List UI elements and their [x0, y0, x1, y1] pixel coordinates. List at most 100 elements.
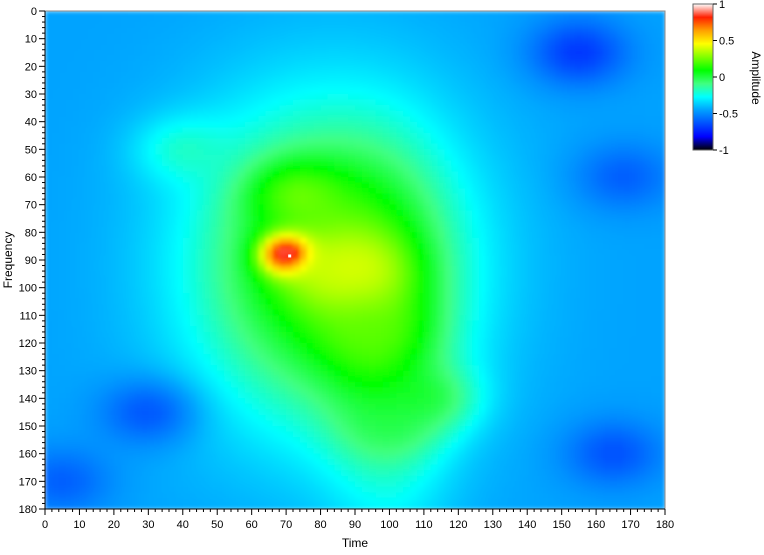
heatmap-cell	[293, 33, 301, 40]
heatmap-cell	[609, 243, 618, 250]
heatmap-cell	[554, 110, 563, 117]
heatmap-cell	[237, 71, 246, 78]
heatmap-cell	[603, 204, 611, 211]
heatmap-cell	[479, 110, 487, 117]
heatmap-cell	[430, 33, 439, 40]
heatmap-cell	[320, 22, 329, 29]
heatmap-cell	[258, 16, 267, 23]
heatmap-cell	[258, 60, 267, 67]
heatmap-cell	[293, 276, 301, 283]
heatmap-cell	[485, 160, 494, 167]
heatmap-cell	[313, 193, 322, 200]
heatmap-cell	[196, 105, 205, 112]
heatmap-cell	[465, 243, 473, 250]
heatmap-cell	[100, 298, 108, 305]
heatmap-cell	[389, 248, 397, 256]
heatmap-cell	[148, 232, 156, 239]
heatmap-cell	[155, 38, 163, 45]
heatmap-cell	[582, 204, 590, 211]
heatmap-cell	[127, 71, 136, 78]
heatmap-cell	[444, 248, 453, 256]
heatmap-cell	[334, 232, 342, 239]
heatmap-cell	[217, 94, 225, 101]
heatmap-cell	[113, 110, 122, 117]
heatmap-cell	[148, 260, 156, 267]
heatmap-cell	[492, 82, 501, 90]
heatmap-cell	[51, 265, 60, 272]
heatmap-cell	[444, 33, 453, 40]
heatmap-cell	[51, 204, 60, 211]
heatmap-cell	[244, 237, 253, 244]
heatmap-cell	[368, 149, 377, 156]
heatmap-cell	[299, 254, 308, 261]
heatmap-cell	[437, 60, 446, 67]
heatmap-cell	[189, 66, 198, 73]
heatmap-cell	[141, 138, 149, 145]
heatmap-cell	[258, 177, 267, 184]
heatmap-cell	[485, 309, 494, 316]
heatmap-cell	[341, 55, 349, 62]
heatmap-cell	[334, 188, 342, 195]
heatmap-cell	[258, 132, 267, 139]
heatmap-cell	[499, 298, 508, 305]
heatmap-cell	[651, 226, 659, 233]
heatmap-cell	[244, 276, 253, 283]
heatmap-cell	[472, 199, 480, 206]
heatmap-cell	[534, 243, 542, 250]
heatmap-cell	[113, 16, 122, 23]
heatmap-cell	[313, 116, 322, 123]
heatmap-cell	[279, 276, 287, 283]
heatmap-cell	[58, 154, 67, 161]
heatmap-cell	[403, 160, 411, 167]
heatmap-cell	[465, 110, 473, 117]
heatmap-cell	[527, 71, 535, 78]
heatmap-cell	[120, 132, 129, 139]
heatmap-cell	[320, 165, 329, 173]
heatmap-cell	[175, 243, 184, 250]
heatmap-cell	[561, 188, 570, 195]
heatmap-cell	[403, 149, 411, 156]
heatmap-cell	[79, 193, 87, 200]
heatmap-cell	[375, 16, 384, 23]
heatmap-cell	[630, 226, 639, 233]
heatmap-cell	[582, 226, 590, 233]
heatmap-cell	[320, 82, 329, 90]
heatmap-cell	[244, 293, 253, 300]
heatmap-cell	[417, 254, 425, 261]
heatmap-cell	[169, 199, 177, 206]
heatmap-cell	[547, 204, 556, 211]
heatmap-cell	[334, 171, 342, 178]
heatmap-cell	[527, 265, 535, 272]
heatmap-cell	[189, 226, 198, 233]
heatmap-cell	[534, 271, 542, 278]
heatmap-cell	[596, 160, 604, 167]
heatmap-cell	[582, 149, 590, 156]
heatmap-cell	[313, 221, 322, 228]
heatmap-cell	[203, 248, 211, 256]
heatmap-cell	[162, 304, 170, 311]
heatmap-cell	[554, 60, 563, 67]
heatmap-cell	[423, 88, 432, 95]
heatmap-cell	[430, 188, 439, 195]
heatmap-cell	[382, 33, 391, 40]
heatmap-cell	[224, 177, 232, 184]
heatmap-cell	[410, 271, 418, 278]
heatmap-cell	[368, 254, 377, 261]
heatmap-cell	[623, 127, 632, 134]
heatmap-cell	[658, 232, 665, 239]
heatmap-cell	[403, 33, 411, 40]
heatmap-cell	[451, 226, 459, 233]
heatmap-cell	[175, 182, 184, 189]
heatmap-cell	[513, 221, 521, 228]
heatmap-cell	[141, 49, 149, 56]
heatmap-cell	[58, 276, 67, 283]
heatmap-cell	[162, 149, 170, 156]
heatmap-cell	[554, 309, 563, 316]
heatmap-cell	[265, 193, 273, 200]
heatmap-cell	[141, 77, 149, 84]
heatmap-cell	[100, 110, 108, 117]
heatmap-cell	[368, 182, 377, 189]
heatmap-cell	[368, 171, 377, 178]
heatmap-cell	[120, 204, 129, 211]
heatmap-cell	[327, 27, 335, 34]
